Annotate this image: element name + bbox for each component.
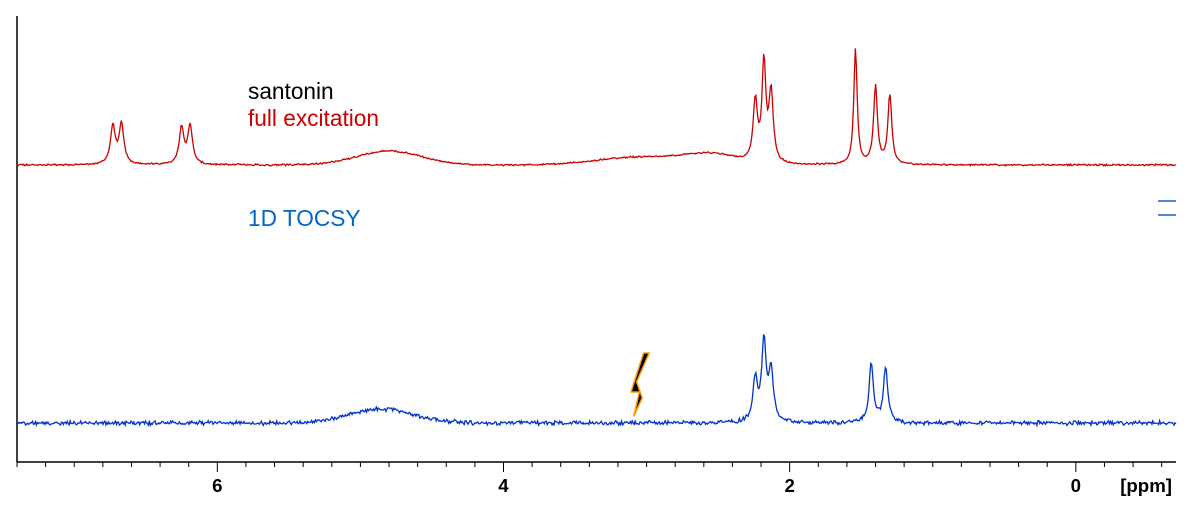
svg-text:2: 2 [784,475,794,496]
spectrum-plot: 0 2 4 6 [ppm] [0,0,1190,510]
svg-text:[ppm]: [ppm] [1120,475,1172,496]
tocsy-bracket-icon [1158,201,1176,215]
svg-text:0: 0 [1071,475,1081,496]
svg-text:4: 4 [498,475,509,496]
svg-text:6: 6 [212,475,222,496]
bolt-icon [631,353,649,416]
label-santonin: santonin [248,78,334,105]
full-excitation-spectrum [17,48,1176,165]
label-full-excitation: full excitation [248,105,379,132]
tocsy-spectrum [17,334,1176,425]
label-1d-tocsy: 1D TOCSY [248,205,361,232]
